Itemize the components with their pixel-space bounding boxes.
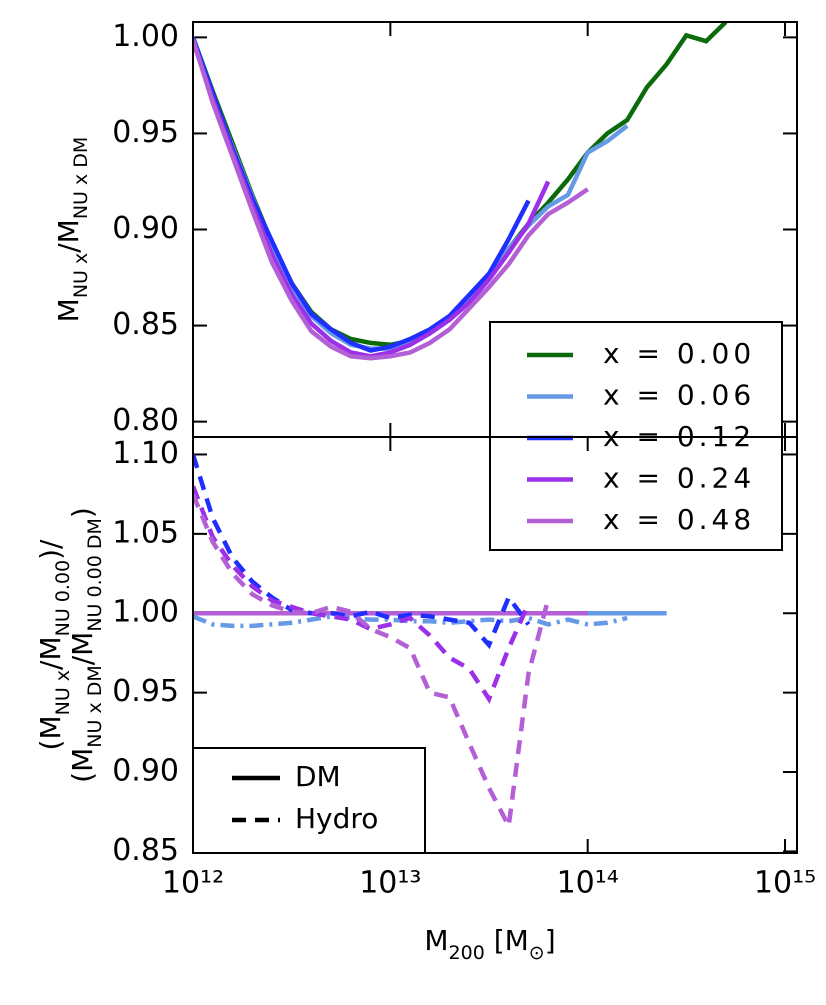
label-part: [M (485, 924, 529, 957)
label-part: NU x (70, 253, 92, 298)
label-part: ) (66, 507, 99, 518)
label-part: /M (66, 632, 99, 666)
plot-area (193, 22, 728, 361)
legend-label: DM (295, 760, 341, 793)
legend-box (192, 747, 426, 854)
y-tick-label: 0.85 (112, 833, 179, 868)
legend-label: Hydro (295, 802, 378, 835)
x-tick-label: 10¹³ (359, 866, 421, 901)
y-tick-label: 0.80 (112, 403, 179, 438)
x-tick-label: 10¹⁵ (754, 866, 816, 901)
series-line (193, 36, 531, 353)
label-part: 200 (449, 942, 485, 964)
y-tick-label: 1.00 (112, 595, 179, 630)
label-part: (M (34, 715, 67, 750)
series-line (193, 485, 531, 704)
label-part: M (52, 298, 85, 322)
y-tick-label: 0.90 (112, 754, 179, 789)
y-axis-label: (MNU x/MNU 0.00)/ (34, 539, 74, 750)
x-axis-label: M200 [M⊙] (424, 924, 555, 964)
y-tick-label: 0.85 (112, 307, 179, 342)
label-part: ⊙ (529, 942, 545, 964)
y-tick-label: 0.95 (112, 115, 179, 150)
label-part: /M (34, 636, 67, 670)
series-line (193, 453, 531, 650)
legend-label: x = 0.06 (603, 379, 755, 412)
x-tick-label: 10¹² (162, 866, 224, 901)
y-tick-label: 0.90 (112, 211, 179, 246)
label-part: ] (545, 924, 556, 957)
series-line (193, 36, 629, 351)
y-tick-label: 1.05 (112, 515, 179, 550)
plot-frame (192, 436, 798, 854)
legend-label: x = 0.48 (603, 503, 755, 536)
series-line (193, 38, 589, 361)
series-line (193, 493, 551, 834)
label-part: /M (52, 219, 85, 253)
series-line (193, 22, 728, 348)
label-part: (M (66, 748, 99, 783)
label-part: M (424, 924, 448, 957)
label-part: NU 0.00 DM (84, 518, 106, 632)
x-tick-label: 10¹⁴ (557, 866, 619, 901)
legend-label: x = 0.24 (603, 462, 755, 495)
label-part: NU x (52, 670, 74, 715)
label-part: )/ (34, 539, 67, 560)
label-part: NU 0.00 (52, 560, 74, 636)
label-part: NU x DM (84, 665, 106, 747)
y-axis-label: (MNU x DM/MNU 0.00 DM) (66, 507, 106, 783)
plot-area (193, 453, 667, 834)
label-part: NU x DM (70, 137, 92, 219)
y-tick-label: 1.00 (112, 19, 179, 54)
legend-label: x = 0.00 (603, 337, 755, 370)
y-tick-label: 1.10 (112, 436, 179, 471)
y-tick-label: 0.95 (112, 674, 179, 709)
y-axis-label: MNU x/MNU x DM (52, 137, 92, 323)
